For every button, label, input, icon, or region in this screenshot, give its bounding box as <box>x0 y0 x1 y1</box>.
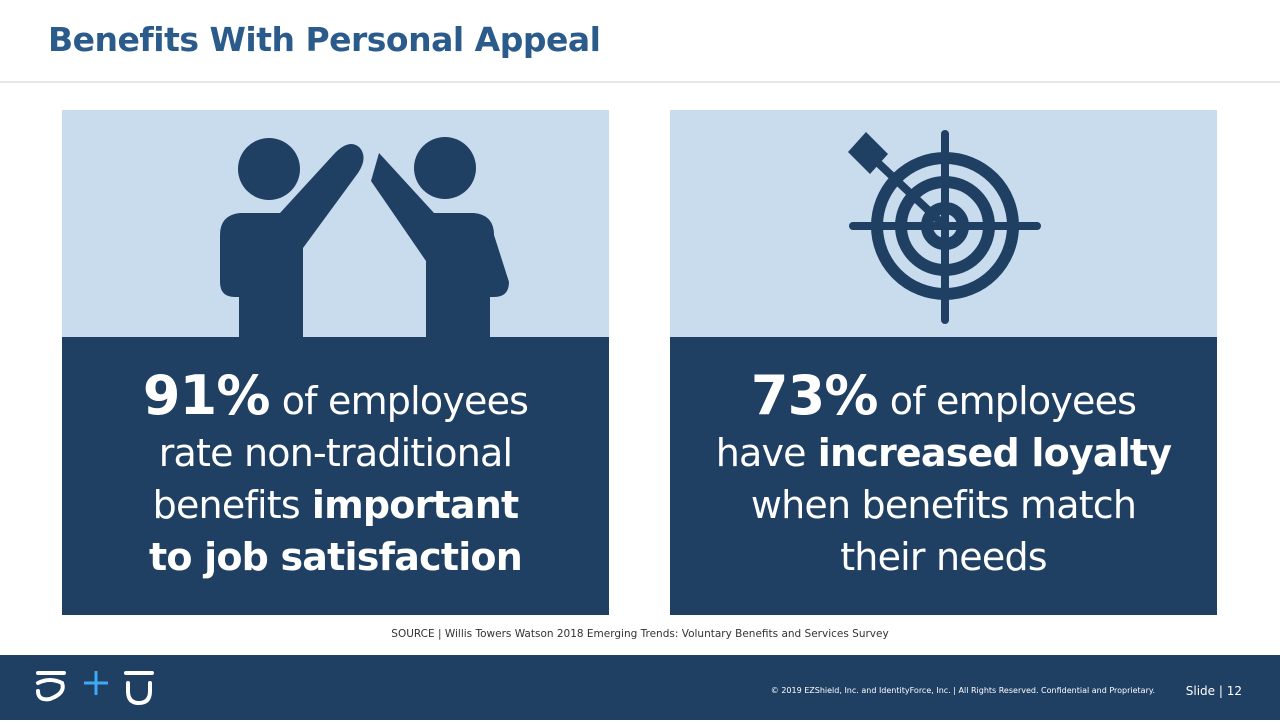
text-segment: increased loyalty <box>817 430 1172 475</box>
card-icon-area <box>670 110 1217 337</box>
stat-card: 91% of employees rate non-traditional benef… <box>62 110 609 615</box>
stat-figure: 91% <box>142 363 271 427</box>
copyright: © 2019 EZShield, Inc. and IdentityForce,… <box>770 686 1155 695</box>
source-note: SOURCE | Willis Towers Watson 2018 Emerg… <box>391 628 889 640</box>
slide-number: Slide | 12 <box>1185 684 1242 698</box>
text-segment: have <box>715 430 807 475</box>
text-line: 73% of employees <box>751 368 1137 427</box>
text-line: 91% of employees <box>143 368 529 427</box>
card-text: 73% of employees have increased loyalty when… <box>670 337 1217 615</box>
slide-title: Benefits With Personal Appeal <box>48 20 601 59</box>
text-segment: rate non-traditional <box>158 430 513 475</box>
text-line: their needs <box>840 531 1047 583</box>
card-icon-area <box>62 110 609 337</box>
text-segment: to job satisfaction <box>149 534 523 579</box>
high-five-icon <box>220 137 509 337</box>
text-line: to job satisfaction <box>149 531 523 583</box>
stat-card: 73% of employees have increased loyalty when… <box>670 110 1217 615</box>
text-line: rate non-traditional <box>159 427 513 479</box>
text-line: when benefits match <box>750 479 1137 531</box>
target-icon <box>848 130 1041 324</box>
logo <box>36 671 154 706</box>
text-line: benefits important <box>152 479 520 531</box>
text-segment: when benefits match <box>750 482 1137 527</box>
footer-bar <box>0 655 1280 720</box>
card-text: 91% of employees rate non-traditional benef… <box>62 337 609 615</box>
text-line: have increased loyalty <box>716 427 1172 479</box>
header-rule <box>0 81 1280 83</box>
text-segment: benefits <box>152 482 301 527</box>
text-segment: of employees <box>281 378 529 423</box>
text-segment: important <box>311 482 519 527</box>
stat-figure: 73% <box>750 363 879 427</box>
text-segment: of employees <box>889 378 1137 423</box>
text-segment: their needs <box>840 534 1047 579</box>
